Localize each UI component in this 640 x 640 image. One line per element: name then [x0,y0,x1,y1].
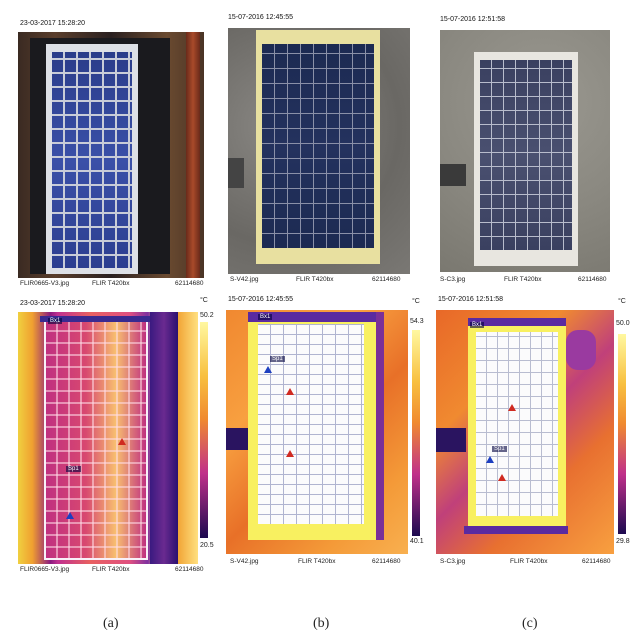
temperature-colorbar [412,330,420,536]
solar-cells [480,60,572,250]
thermal-image [226,310,408,554]
scale-unit: °C [412,298,420,305]
thermal-camera-model: FLIR T420bx [298,558,336,565]
panel-caption: (c) [522,616,538,631]
photo-timestamp: 15-07-2016 12:51:58 [440,16,505,23]
panel-caption: (b) [313,616,330,631]
coldspot-marker [486,456,494,463]
photo-timestamp: 23-03-2017 15:28:20 [20,20,85,27]
scale-unit: °C [200,297,208,304]
scale-unit: °C [618,298,626,305]
scale-min: 20.5 [200,542,214,549]
coldspot-marker [264,366,272,373]
panel-thermal-grid [44,320,148,560]
photo-camera-model: FLIR T420bx [92,280,130,287]
roi-label: Bx1 [470,322,485,328]
roi-label: Bx1 [258,314,273,320]
visible-photo [18,32,204,278]
photo-file-name: FLIR0665-V3.jpg [20,280,70,287]
scale-max: 50.0 [616,320,630,327]
hotspot-marker [508,404,516,411]
solar-cells [52,52,132,268]
roi-label: Bx1 [48,318,63,324]
photo-serial: 62114680 [578,276,607,283]
thermal-timestamp: 23-03-2017 15:28:20 [20,300,85,307]
visible-photo [440,30,610,272]
thermal-camera-model: FLIR T420bx [510,558,548,565]
photo-file-name: S-V42.jpg [230,276,259,283]
thermal-file-name: S-V42.jpg [230,558,259,565]
photo-serial: 62114680 [372,276,401,283]
spot-label: Sp1 [492,446,507,452]
thermal-camera-model: FLIR T420bx [92,566,130,573]
visible-photo [228,28,410,274]
hotspot-marker [118,438,126,445]
thermal-image [18,312,198,564]
photo-camera-model: FLIR T420bx [296,276,334,283]
thermal-timestamp: 15-07-2016 12:45:55 [228,296,293,303]
photo-timestamp: 15-07-2016 12:45:55 [228,14,293,21]
thermal-file-name: S-C3.jpg [440,558,466,565]
photo-file-name: S-C3.jpg [440,276,466,283]
hotspot-marker [286,388,294,395]
photo-camera-model: FLIR T420bx [504,276,542,283]
temperature-colorbar [200,322,208,538]
solar-cells [262,44,374,248]
thermal-serial: 62114680 [175,566,204,573]
thermal-timestamp: 15-07-2016 12:51:58 [438,296,503,303]
scale-min: 29.8 [616,538,630,545]
temperature-colorbar [618,334,626,534]
spot-label: Sp1 [66,466,81,472]
thermal-serial: 62114680 [372,558,401,565]
scale-min: 40.1 [410,538,424,545]
scale-max: 50.2 [200,312,214,319]
spot-label: Sp1 [270,356,285,362]
panel-caption: (a) [103,616,119,631]
thermal-image [436,310,614,554]
hotspot-marker-2 [286,450,294,457]
hotspot-marker-2 [498,474,506,481]
photo-serial: 62114680 [175,280,204,287]
panel-thermal-grid [476,332,558,516]
panel-thermal-grid [258,324,364,524]
thermal-file-name: FLIR0665-V3.jpg [20,566,70,573]
scale-max: 54.3 [410,318,424,325]
coldspot-marker [66,512,74,519]
thermal-serial: 62114680 [582,558,611,565]
